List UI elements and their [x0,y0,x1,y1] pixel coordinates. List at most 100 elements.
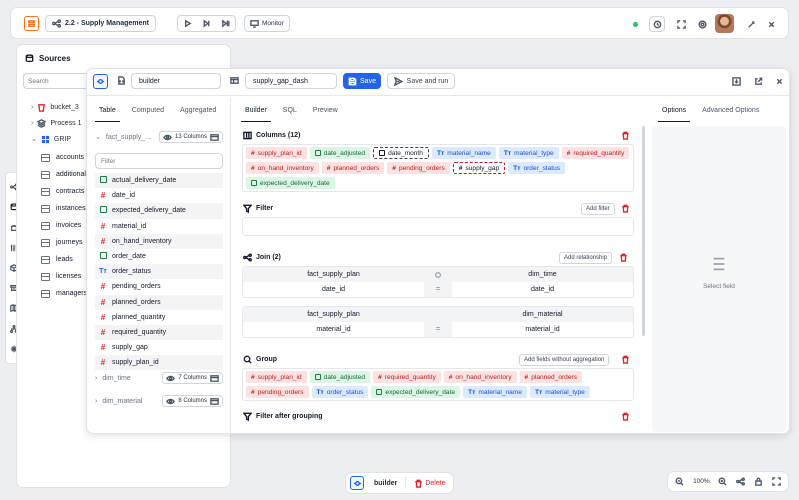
add-fields-without-aggregation-button[interactable]: Add fields without aggregation [519,354,610,366]
field-item[interactable]: Tт order_status [95,264,223,280]
join-left-key[interactable]: date_id [322,286,345,293]
step-forward-icon[interactable] [197,16,216,31]
columns-count-badge[interactable]: 13 Columns [158,131,223,143]
columns-count-badge[interactable]: 8 Columns [162,395,223,407]
fields-filter-input[interactable] [95,153,223,169]
join-row[interactable]: fact_supply_plan dim_material material_i… [242,306,634,338]
group-chip[interactable]: expected_delivery_date [371,386,461,398]
settings-icon[interactable] [695,17,709,31]
column-chip[interactable]: # supply_gap [452,162,506,174]
field-item[interactable]: # date_id [100,191,135,201]
column-chip[interactable]: # on_hand_inventory [246,162,319,174]
group-chip[interactable]: Tт order_status [311,386,369,398]
app-logo-icon[interactable] [24,16,39,31]
filter-box[interactable] [242,217,634,236]
column-chip[interactable]: Tт order_status [508,162,566,174]
fit-view-icon[interactable] [771,477,781,486]
group-chip[interactable]: Tт material_name [463,386,527,398]
column-chip[interactable]: Tт material_type [498,147,559,159]
field-item[interactable]: # supply_plan_id [95,355,223,371]
magic-icon[interactable] [744,17,758,31]
trash-icon[interactable] [619,253,628,262]
table-item-invoices[interactable]: invoices [23,217,226,234]
group-chip[interactable]: date_adjusted [309,371,371,383]
save-and-run-button[interactable]: Save and run [387,73,455,89]
field-item[interactable]: expected_delivery_date [95,203,223,219]
column-chip[interactable]: # required_quantity [561,147,630,159]
join-row[interactable]: fact_supply_plan dim_time date_id = date… [242,266,634,298]
columns-count-badge[interactable]: 7 Columns [162,372,223,384]
group-chip[interactable]: # supply_plan_id [246,371,307,383]
table-item-managers[interactable]: managers [23,285,226,302]
tab-sql[interactable]: SQL [282,106,297,114]
field-item[interactable]: # planned_orders [95,294,223,310]
delete-button[interactable]: Delete [414,479,446,488]
zoom-in-icon[interactable] [718,477,727,486]
field-item[interactable]: actual_delivery_date [95,173,223,189]
sparkle-icon[interactable] [10,345,18,353]
column-chip[interactable]: # planned_orders [321,162,385,174]
puzzle-icon[interactable] [10,224,18,232]
field-item[interactable]: order_date [95,249,223,264]
tree-item-grip[interactable]: ⌄ GRIP [31,135,71,143]
trash-icon[interactable] [621,131,630,140]
table-item-contracts[interactable]: contracts [23,183,226,200]
join-right-key[interactable]: date_id [531,286,554,293]
primary-table-header[interactable]: ⌄ fact_supply_... 13 Columns [95,131,223,143]
field-item[interactable]: # planned_quantity [100,312,166,322]
table-header-dim-time[interactable]: › dim_time 7 Columns [95,372,223,384]
sources-search-input[interactable] [23,73,89,89]
column-chip[interactable]: date_month [373,147,429,159]
tab-table[interactable]: Table [91,98,124,122]
field-item[interactable]: # on_hand_inventory [95,233,223,249]
layout-icon[interactable] [736,477,746,486]
table-item-licenses[interactable]: licenses [23,268,226,285]
column-chip[interactable]: date_adjusted [309,147,371,159]
column-chip[interactable]: # supply_plan_id [246,147,307,159]
close-icon[interactable] [772,75,786,88]
trash-icon[interactable] [621,355,630,364]
column-chip[interactable]: # pending_orders [387,162,450,174]
monitor-button[interactable]: Monitor [244,15,290,32]
node-label[interactable]: builder [374,479,398,487]
group-chip[interactable]: # required_quantity [373,371,441,383]
dashboard-name-input[interactable]: supply_gap_dash [245,73,337,89]
history-icon[interactable] [649,16,665,32]
field-item[interactable]: # required_quantity [95,324,223,341]
workflow-title-button[interactable]: 2.2 - Supply Management [45,15,157,32]
save-button[interactable]: Save [343,73,381,89]
tab-computed[interactable]: Computed [131,106,165,114]
avatar[interactable] [715,14,734,33]
group-chip[interactable]: # pending_orders [246,386,309,398]
group-chip[interactable]: # on_hand_inventory [443,371,517,383]
table-item-leads[interactable]: leads [23,251,226,268]
table-item-instances[interactable]: instances [23,200,226,217]
field-item[interactable]: # supply_gap [100,343,148,353]
pause-step-icon[interactable] [216,16,235,31]
field-item[interactable]: # material_id [100,221,147,231]
trash-icon[interactable] [621,204,630,213]
add-filter-button[interactable]: Add filter [581,203,615,215]
tab-options[interactable]: Options [654,98,694,122]
play-icon[interactable] [178,16,197,31]
tree-item-bucket[interactable]: › bucket_3 [31,103,79,112]
column-chip[interactable]: Tт material_name [431,147,496,159]
column-chip[interactable]: expected_delivery_date [246,177,335,189]
tab-aggregated[interactable]: Aggregated [180,106,217,114]
expand-icon[interactable] [674,17,688,31]
add-relationship-button[interactable]: Add relationship [559,252,613,264]
field-item[interactable]: # pending_orders [100,282,161,292]
table-header-dim-material[interactable]: › dim_material 8 Columns [95,395,223,407]
table-item-journeys[interactable]: journeys [23,234,226,251]
tab-advanced-options[interactable]: Advanced Options [702,106,760,114]
tree-item-process[interactable]: › Process 1 [31,118,82,128]
transform-name-input[interactable]: builder [131,73,221,89]
table-item-accounts[interactable]: accounts [23,149,226,166]
group-chip-box[interactable]: # supply_plan_id date_adjusted # required_… [242,368,634,401]
close-icon[interactable] [764,17,778,31]
builder-scrollbar[interactable] [642,126,645,336]
group-chip[interactable]: # planned_orders [519,371,583,383]
columns-chip-box[interactable]: # supply_plan_id date_adjusted date_month… [242,144,634,192]
zoom-out-icon[interactable] [675,477,684,486]
table-item-additionals[interactable]: additionals [23,166,226,183]
